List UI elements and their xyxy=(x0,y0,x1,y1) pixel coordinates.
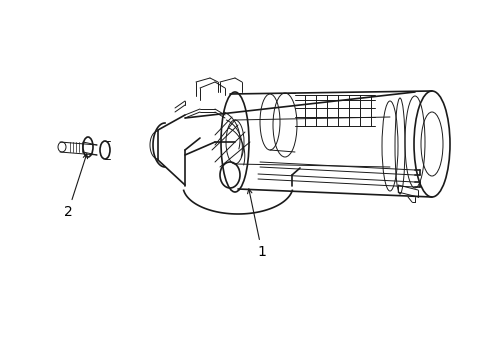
Text: 1: 1 xyxy=(247,189,266,259)
Text: 2: 2 xyxy=(63,154,87,219)
